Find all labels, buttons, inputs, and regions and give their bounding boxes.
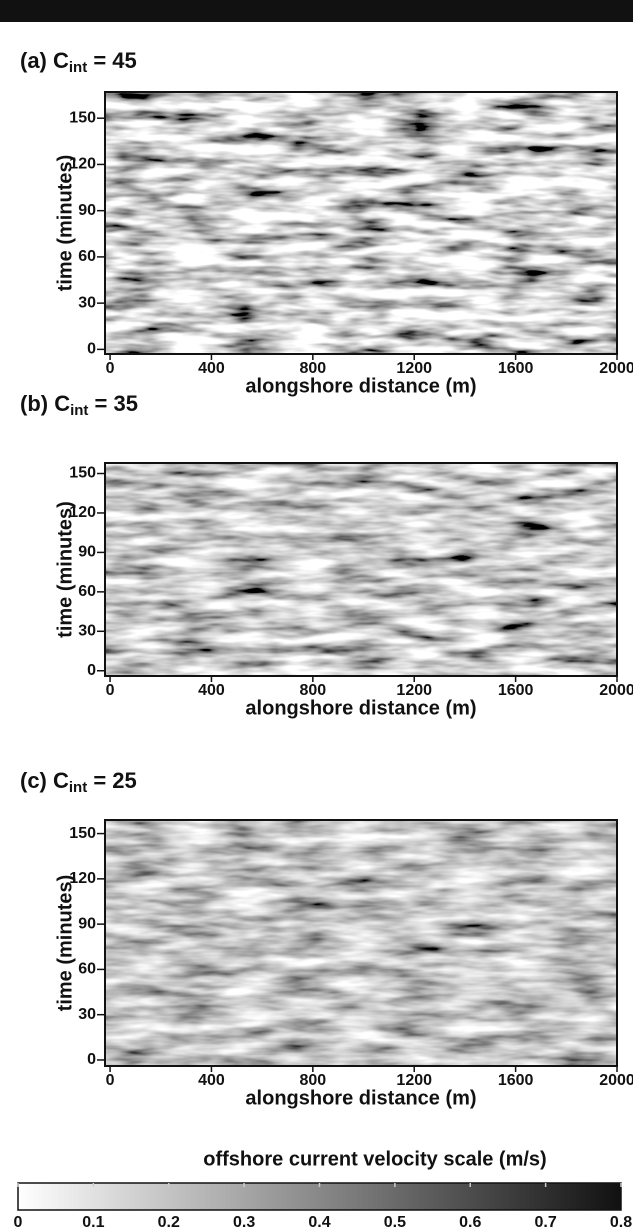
title-part: = 45: [87, 48, 137, 73]
heatmap-field: [105, 820, 617, 1066]
y-tick-label: 90: [78, 915, 96, 932]
y-tick-label: 150: [69, 465, 96, 482]
x-tick-label: 1200: [396, 1072, 432, 1089]
x-axis-label: alongshore distance (m): [245, 697, 476, 719]
x-tick-label: 2000: [599, 682, 633, 699]
x-tick-label: 0: [106, 360, 115, 377]
colorbar: [17, 1182, 622, 1211]
x-tick-label: 1600: [498, 360, 534, 377]
colorbar-tick-label: 0.1: [82, 1214, 104, 1231]
x-tick-label: 0: [106, 1072, 115, 1089]
x-tick-label: 2000: [599, 360, 633, 377]
x-tick-label: 1200: [396, 360, 432, 377]
x-tick-label: 0: [106, 682, 115, 699]
y-tick-label: 0: [87, 341, 96, 358]
heatmap-field: [105, 92, 617, 354]
colorbar-tick-label: 0: [14, 1214, 23, 1231]
x-tick-label: 800: [299, 1072, 326, 1089]
y-tick-label: 30: [78, 1006, 96, 1023]
y-tick-label: 60: [78, 961, 96, 978]
title-part: int: [69, 59, 87, 76]
y-axis-label: time (minutes): [54, 501, 76, 638]
y-tick-label: 0: [87, 1051, 96, 1068]
y-axis-label: time (minutes): [54, 875, 76, 1012]
y-tick-label: 30: [78, 623, 96, 640]
colorbar-tick-label: 0.5: [384, 1214, 406, 1231]
y-tick-label: 60: [78, 583, 96, 600]
colorbar-tick-label: 0.3: [233, 1214, 255, 1231]
y-tick-label: 120: [69, 870, 96, 887]
panel-title: (a) Cint = 45: [20, 48, 137, 76]
heatmap-field: [105, 463, 617, 676]
panel-title: (c) Cint = 25: [20, 768, 137, 796]
x-tick-label: 400: [198, 360, 225, 377]
title-part: int: [69, 779, 87, 796]
y-tick-label: 60: [78, 248, 96, 265]
colorbar-title: offshore current velocity scale (m/s): [203, 1148, 546, 1170]
x-tick-label: 1600: [498, 1072, 534, 1089]
title-part: (a) C: [20, 48, 69, 73]
panel-title: (b) Cint = 35: [20, 391, 138, 419]
title-part: = 35: [88, 391, 138, 416]
x-axis-label: alongshore distance (m): [245, 1087, 476, 1109]
x-tick-label: 2000: [599, 1072, 633, 1089]
title-part: = 25: [87, 768, 137, 793]
y-tick-label: 0: [87, 662, 96, 679]
y-tick-label: 120: [69, 156, 96, 173]
x-tick-label: 800: [299, 360, 326, 377]
title-part: int: [70, 402, 88, 419]
y-tick-label: 150: [69, 825, 96, 842]
x-tick-label: 1200: [396, 682, 432, 699]
y-tick-label: 150: [69, 109, 96, 126]
x-tick-label: 800: [299, 682, 326, 699]
y-tick-label: 90: [78, 202, 96, 219]
x-tick-label: 1600: [498, 682, 534, 699]
top-band: [0, 0, 633, 22]
y-tick-label: 90: [78, 544, 96, 561]
y-axis-label: time (minutes): [54, 155, 76, 292]
y-tick-label: 120: [69, 504, 96, 521]
plot-frame: [104, 462, 618, 677]
title-part: (b) C: [20, 391, 70, 416]
title-part: (c) C: [20, 768, 69, 793]
colorbar-tick-label: 0.2: [158, 1214, 180, 1231]
colorbar-tick-label: 0.7: [535, 1214, 557, 1231]
plot-frame: [104, 91, 618, 355]
y-tick-label: 30: [78, 294, 96, 311]
plot-frame: [104, 819, 618, 1067]
colorbar-tick-label: 0.4: [308, 1214, 330, 1231]
colorbar-tick-label: 0.6: [459, 1214, 481, 1231]
x-axis-label: alongshore distance (m): [245, 375, 476, 397]
x-tick-label: 400: [198, 682, 225, 699]
colorbar-tick-label: 0.8: [610, 1214, 632, 1231]
x-tick-label: 400: [198, 1072, 225, 1089]
